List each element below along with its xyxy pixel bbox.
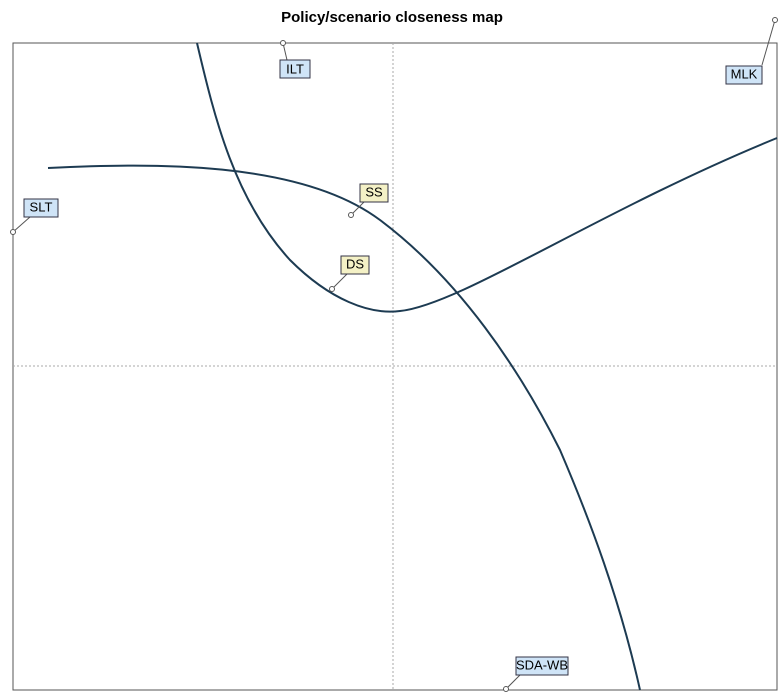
- node: DS: [329, 255, 370, 292]
- node-label: ILT: [286, 61, 304, 76]
- node-label: DS: [346, 256, 364, 271]
- curve: [47, 164, 641, 691]
- node-label: SS: [365, 184, 383, 199]
- chart-title: Policy/scenario closeness map: [281, 9, 503, 26]
- node-label: SLT: [30, 199, 53, 214]
- curve: [196, 42, 778, 313]
- node: MLK: [725, 17, 778, 85]
- node: ILT: [279, 40, 311, 79]
- node: SS: [348, 183, 389, 218]
- node: SDA-WB: [503, 656, 569, 692]
- node-label: SDA-WB: [516, 657, 568, 672]
- node-label: MLK: [731, 66, 758, 81]
- node: SLT: [10, 198, 59, 235]
